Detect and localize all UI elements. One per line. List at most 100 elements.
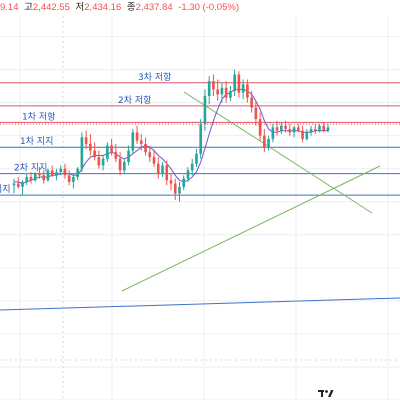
- candle-body: [292, 127, 296, 133]
- candle-body: [224, 87, 228, 98]
- candle-body: [25, 176, 29, 182]
- candle: [80, 132, 84, 172]
- support-line-slanted: [0, 297, 400, 311]
- candle-body: [93, 150, 96, 158]
- candle: [258, 112, 262, 141]
- candle: [84, 130, 88, 149]
- candle: [89, 134, 92, 156]
- candle-body: [301, 130, 304, 139]
- candle-body: [254, 107, 258, 120]
- candle-body: [233, 74, 236, 92]
- candle: [29, 172, 33, 184]
- candle: [182, 175, 186, 191]
- candle-body: [207, 81, 211, 96]
- candle: [220, 82, 224, 103]
- candle: [212, 74, 215, 96]
- candle-body: [216, 89, 219, 95]
- candle-body: [101, 158, 105, 166]
- candle: [118, 152, 122, 176]
- candle-body: [42, 175, 46, 181]
- candle-body: [16, 183, 20, 187]
- candle: [33, 172, 37, 182]
- candle: [178, 181, 181, 202]
- candle: [59, 165, 62, 176]
- candle-body: [76, 168, 79, 177]
- candle: [148, 145, 152, 163]
- candle-body: [288, 129, 292, 133]
- candle-body: [220, 87, 224, 95]
- candle-body: [21, 181, 24, 187]
- candle: [97, 150, 101, 169]
- candle-body: [296, 127, 300, 131]
- descending-trendline: [183, 91, 373, 214]
- candle: [301, 125, 304, 143]
- trendlines: [121, 91, 381, 292]
- candle: [246, 79, 249, 103]
- high-label: 고: [24, 2, 33, 13]
- candle-body: [50, 170, 54, 176]
- candle-body: [271, 127, 275, 139]
- low-label: 저: [75, 2, 85, 13]
- candle: [123, 158, 126, 174]
- candle-body: [313, 129, 317, 131]
- candle-body: [46, 170, 50, 181]
- candle-body: [139, 140, 143, 144]
- candle-body: [80, 137, 84, 169]
- candle: [263, 129, 266, 153]
- candle-body: [97, 157, 101, 166]
- candle: [72, 173, 75, 189]
- candle: [195, 148, 198, 168]
- candle-body: [275, 127, 279, 131]
- candle-body: [144, 143, 147, 153]
- candles: [12, 69, 330, 202]
- candle-body: [135, 132, 139, 141]
- candle: [173, 178, 177, 201]
- candle: [50, 165, 54, 177]
- candle: [237, 71, 241, 98]
- candle-body: [110, 145, 113, 153]
- candle-body: [72, 176, 75, 182]
- ohlc-legend: 9.14 고2,442.55 저2,434.16 종2,437.84 -1.30…: [0, 0, 239, 16]
- candle: [169, 173, 173, 191]
- candle: [16, 176, 20, 189]
- moving-average: [14, 88, 328, 185]
- candle: [326, 124, 330, 133]
- change-value: -1.30 (-0.05%): [178, 2, 239, 13]
- candle: [131, 129, 135, 154]
- candle: [190, 158, 194, 176]
- resistance-label: 1차 저항: [22, 110, 55, 122]
- candle: [288, 124, 292, 136]
- candle: [55, 168, 58, 181]
- candle-body: [246, 84, 249, 98]
- candle: [250, 91, 253, 113]
- high-value: 2,442.55: [32, 2, 70, 13]
- level-labels: 3차 저항 2차 저항 1차 저항 1차 지지 2차 지지지지: [0, 71, 171, 195]
- candle: [199, 119, 203, 159]
- candle: [101, 155, 105, 171]
- candle-body: [284, 125, 287, 130]
- candle-body: [63, 168, 67, 176]
- candle-body: [67, 175, 71, 182]
- candle-body: [305, 132, 309, 139]
- candle-body: [118, 158, 122, 171]
- candle-body: [55, 172, 58, 176]
- candle: [63, 163, 67, 179]
- low-value: 2,434.16: [84, 2, 122, 13]
- candle: [284, 120, 287, 133]
- candle-body: [263, 135, 266, 148]
- candle: [46, 168, 50, 182]
- candle: [233, 69, 236, 96]
- candle: [241, 79, 245, 100]
- candle-body: [258, 119, 262, 136]
- close-label: 종: [126, 2, 136, 13]
- candle-body: [152, 157, 156, 164]
- candle: [275, 120, 279, 136]
- support-label: 1차 지지: [20, 135, 53, 147]
- candle-body: [178, 186, 181, 194]
- candle-body: [267, 138, 270, 148]
- candle-body: [131, 132, 135, 151]
- candle: [216, 79, 219, 101]
- candle: [135, 125, 139, 144]
- candle: [224, 81, 228, 103]
- resistance-label: 2차 저항: [118, 94, 151, 106]
